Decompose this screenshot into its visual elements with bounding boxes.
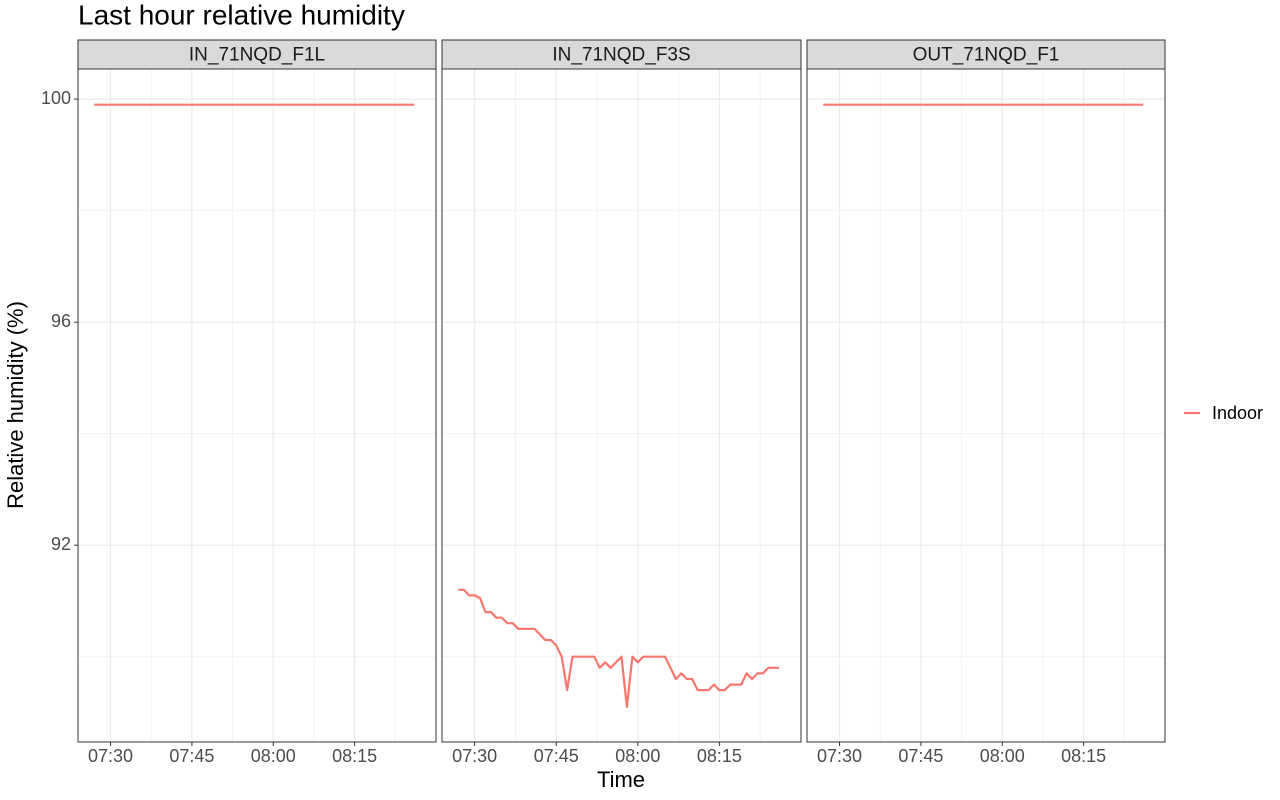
facet-title: IN_71NQD_F3S bbox=[552, 45, 690, 66]
y-axis-title: Relative humidity (%) bbox=[3, 301, 28, 509]
x-tick-label: 08:00 bbox=[615, 746, 660, 766]
facet-strip bbox=[77, 39, 437, 70]
x-tick-label: 07:30 bbox=[452, 746, 497, 766]
x-tick-label: 07:30 bbox=[88, 746, 133, 766]
x-tick-label: 07:45 bbox=[169, 746, 214, 766]
data-line bbox=[458, 588, 780, 708]
facet-title: OUT_71NQD_F1 bbox=[913, 45, 1060, 66]
legend-label: Indoor bbox=[1212, 403, 1263, 423]
chart-title: Last hour relative humidity bbox=[78, 0, 405, 30]
panel-border bbox=[77, 68, 437, 743]
y-tick-label: 100 bbox=[41, 88, 71, 108]
facet-title: IN_71NQD_F1L bbox=[189, 45, 325, 66]
x-tick-label: 07:30 bbox=[817, 746, 862, 766]
x-tick-label: 08:00 bbox=[980, 746, 1025, 766]
panel-border bbox=[441, 68, 802, 743]
x-tick-label: 07:45 bbox=[534, 746, 579, 766]
x-tick-label: 08:00 bbox=[251, 746, 296, 766]
facet-strip bbox=[806, 39, 1166, 70]
x-axis-title: Time bbox=[597, 767, 645, 792]
x-tick-label: 07:45 bbox=[898, 746, 943, 766]
x-tick-label: 08:15 bbox=[332, 746, 377, 766]
y-tick-label: 96 bbox=[51, 311, 71, 331]
panel-border bbox=[806, 68, 1166, 743]
x-tick-label: 08:15 bbox=[697, 746, 742, 766]
x-tick-label: 08:15 bbox=[1061, 746, 1106, 766]
y-tick-label: 92 bbox=[51, 534, 71, 554]
